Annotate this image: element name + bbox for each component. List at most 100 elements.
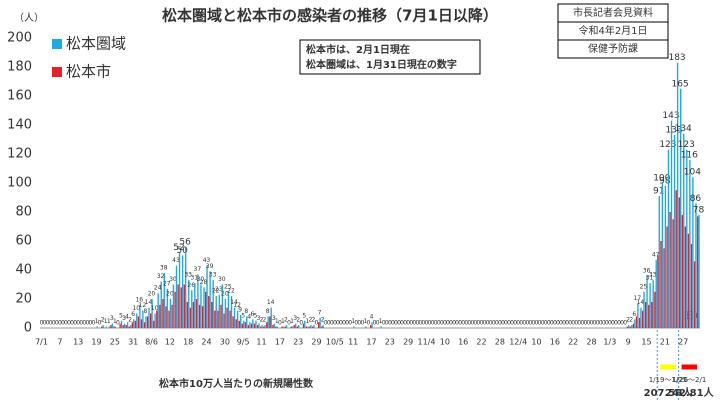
bar: [638, 317, 641, 328]
bar: [198, 304, 201, 328]
bar: [260, 326, 262, 328]
bar: [108, 326, 110, 328]
value-label: 0: [354, 320, 358, 327]
value-label: 0: [382, 320, 386, 327]
value-label: 33: [184, 272, 192, 279]
bar: [223, 313, 225, 328]
bar: [686, 149, 688, 328]
value-label: 2: [312, 317, 316, 324]
value-label: 2: [296, 317, 300, 324]
range-period: 1/26〜2/1: [672, 376, 706, 384]
bar: [291, 326, 294, 328]
value-label: 123: [659, 140, 676, 150]
bar: [305, 326, 308, 328]
bar: [236, 310, 239, 328]
bar: [252, 319, 254, 328]
bar: [120, 320, 123, 328]
note: 松本圏域は、1月31日現在の数字: [306, 58, 457, 71]
value-label: 16: [135, 296, 143, 303]
bar: [645, 301, 647, 328]
bar: [654, 291, 656, 328]
x-tick-label: 16: [550, 338, 560, 347]
value-label: 0: [82, 320, 86, 327]
bar: [205, 291, 207, 328]
bar: [657, 255, 659, 328]
bar: [194, 283, 196, 328]
box: [557, 39, 669, 59]
value-label: 0: [342, 320, 346, 327]
bar: [142, 310, 144, 328]
bar: [640, 307, 642, 328]
value-label: 0: [617, 320, 621, 327]
x-tick-label: 13: [73, 338, 83, 347]
bar: [256, 325, 259, 328]
bar: [649, 283, 651, 328]
value-label: 0: [577, 320, 581, 327]
value-label: 133: [665, 126, 682, 136]
value-label: 2: [128, 317, 132, 324]
bar: [159, 304, 161, 328]
value-label: 0: [367, 320, 371, 327]
value-label: 0: [315, 320, 319, 327]
bar: [285, 325, 288, 328]
note-box: [299, 39, 481, 75]
legend-label: 松本圏域: [66, 35, 126, 53]
x-tick-label: 25: [110, 338, 120, 347]
bar: [652, 280, 654, 328]
value-label: 0: [92, 320, 96, 327]
bar: [148, 307, 150, 328]
x-tick-label: 8/6: [145, 338, 158, 347]
value-label: 0: [580, 320, 584, 327]
x-tick-label: 30: [220, 338, 230, 347]
bar: [208, 296, 210, 328]
bar: [293, 325, 295, 328]
value-label: 0: [339, 320, 343, 327]
value-label: 0: [544, 320, 548, 327]
value-label: 0: [538, 320, 542, 327]
range-value: 242.81人: [665, 386, 715, 399]
bar: [267, 316, 269, 328]
value-label: 0: [547, 320, 551, 327]
value-label: 30: [197, 276, 205, 283]
bar: [273, 323, 275, 328]
bar: [220, 304, 222, 328]
bar: [200, 284, 202, 328]
value-label: 0: [602, 320, 606, 327]
bar: [679, 88, 682, 328]
y-tick-label: 120: [7, 147, 32, 162]
value-label: 183: [668, 53, 685, 63]
value-label: 0: [529, 320, 533, 327]
value-label: 3: [122, 315, 126, 322]
note: 松本市は、2月1日現在: [306, 43, 410, 56]
value-label: 0: [605, 320, 609, 327]
value-label: 0: [333, 320, 337, 327]
y-unit: （人）: [14, 12, 44, 24]
x-tick-label: 22: [476, 338, 486, 347]
value-label: 1: [290, 318, 294, 325]
bar: [128, 326, 130, 328]
value-label: 0: [409, 320, 413, 327]
x-tick-label: 28: [495, 338, 505, 347]
value-label: 0: [522, 320, 526, 327]
bar: [192, 301, 195, 328]
value-label: 0: [61, 320, 65, 327]
value-label: 0: [116, 320, 120, 327]
value-label: 1: [281, 318, 285, 325]
bar: [678, 197, 680, 328]
value-label: 0: [587, 320, 591, 327]
bar: [629, 326, 632, 328]
value-label: 5: [254, 312, 258, 319]
range-value: 207.59人: [644, 386, 694, 399]
value-label: 0: [452, 320, 456, 327]
value-label: 0: [562, 320, 566, 327]
value-label: 30: [218, 276, 226, 283]
bar: [129, 325, 132, 328]
bar: [365, 326, 367, 328]
value-label: 0: [492, 320, 496, 327]
bar: [154, 313, 156, 328]
bar: [658, 196, 660, 328]
bar: [150, 313, 152, 328]
value-label: 0: [556, 320, 560, 327]
value-label: 5: [302, 312, 306, 319]
value-label: 0: [440, 320, 444, 327]
